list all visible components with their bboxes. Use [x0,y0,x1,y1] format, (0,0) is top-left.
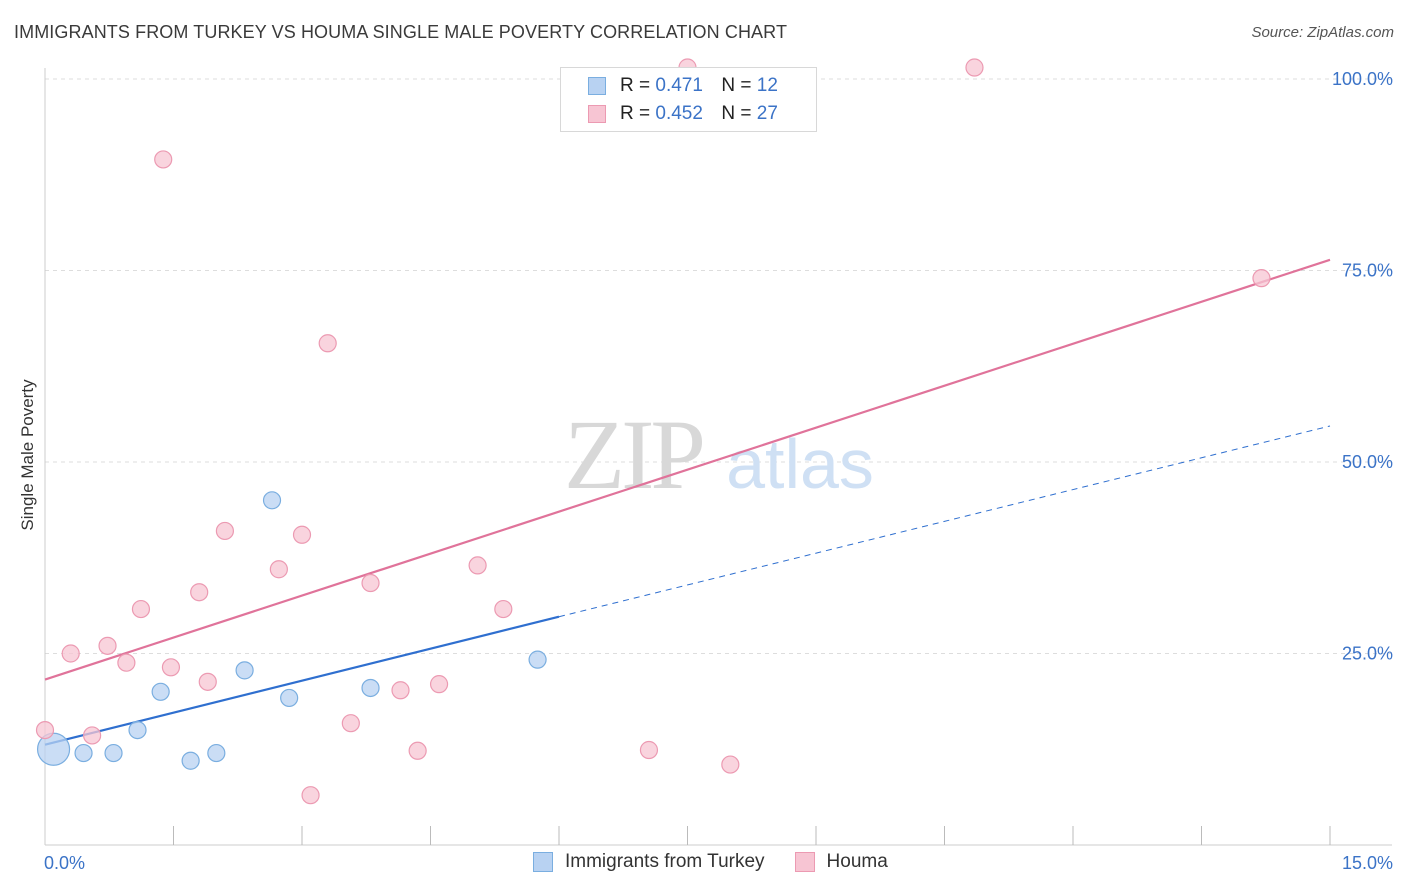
data-point-houma [292,525,312,544]
trend-line-turkey [44,615,560,746]
legend-label-houma: Houma [826,851,888,872]
data-point-houma [161,658,181,677]
x-tick-label: 0.0% [44,853,85,873]
n-value-turkey: 12 [756,75,778,96]
data-point-houma [117,653,136,672]
trend-lines [44,258,1331,746]
r-value-houma: 0.452 [655,103,703,124]
data-point-houma [408,741,427,760]
data-point-houma [1252,269,1271,288]
data-point-houma [190,583,209,602]
r-value-turkey: 0.471 [655,75,703,96]
legend-item-turkey[interactable]: Immigrants from Turkey [533,851,765,873]
y-tick-label: 25.0% [1342,644,1393,664]
data-point-turkey [181,751,200,770]
data-points [35,58,1271,805]
tick-labels: 25.0% 50.0% 75.0% 100.0% 0.0% 15.0% [44,69,1393,873]
data-point-houma [131,599,151,619]
data-point-turkey [207,743,226,763]
swatch-turkey [588,77,606,95]
data-point-houma [341,714,360,733]
r-label: R = [620,103,651,124]
watermark-zip: ZIP [564,399,702,510]
data-point-houma [721,755,740,774]
data-point-houma [361,573,380,593]
data-point-houma [391,681,410,700]
data-point-houma [639,740,659,760]
stats-legend: R = 0.471 N = 12 R = 0.452 N = 27 [560,67,817,132]
data-point-houma [198,672,217,691]
data-point-houma [154,150,173,169]
axes [44,68,1392,846]
y-tick-label: 100.0% [1332,69,1393,89]
data-point-turkey [36,732,71,766]
watermark: ZIP atlas [564,399,874,510]
data-point-houma [494,599,513,619]
stats-row-houma: R = 0.452 N = 27 [588,100,778,128]
grid-lines [45,78,1392,654]
y-tick-label: 50.0% [1342,452,1393,472]
watermark-atlas: atlas [726,425,874,503]
data-point-houma [83,726,102,745]
data-point-turkey [151,682,170,701]
y-tick-label: 75.0% [1342,261,1393,281]
data-point-houma [215,521,234,541]
data-point-houma [98,636,117,655]
x-tick-label: 15.0% [1342,853,1393,873]
n-value-houma: 27 [756,103,778,124]
data-point-houma [318,334,337,353]
legend-label-turkey: Immigrants from Turkey [565,851,765,872]
data-point-turkey [262,491,282,510]
data-point-houma [35,720,55,740]
swatch-houma [588,105,606,123]
legend-item-houma[interactable]: Houma [794,851,888,873]
data-point-turkey [128,720,147,740]
data-point-houma [301,786,320,805]
source-credit: Source: ZipAtlas.com [1251,24,1394,41]
data-point-turkey [528,650,547,669]
trend-line-houma [44,258,1331,681]
n-label: N = [721,75,752,96]
trend-line-turkey-extension [558,425,1331,618]
legend-swatch-houma [794,852,815,872]
stats-row-turkey: R = 0.471 N = 12 [588,72,778,100]
data-point-houma [61,644,80,663]
data-point-turkey [235,661,254,680]
data-point-turkey [104,743,123,763]
data-point-turkey [74,743,93,763]
data-point-houma [269,560,288,579]
data-point-turkey [361,678,380,698]
n-label: N = [721,103,752,124]
chart-title: IMMIGRANTS FROM TURKEY VS HOUMA SINGLE M… [14,22,788,42]
legend-swatch-turkey [533,852,553,872]
data-point-houma [468,556,487,575]
data-point-houma [965,58,984,77]
data-point-turkey [280,688,299,708]
series-legend: Immigrants from Turkey Houma [533,851,888,873]
r-label: R = [620,75,651,96]
data-point-houma [429,675,449,694]
